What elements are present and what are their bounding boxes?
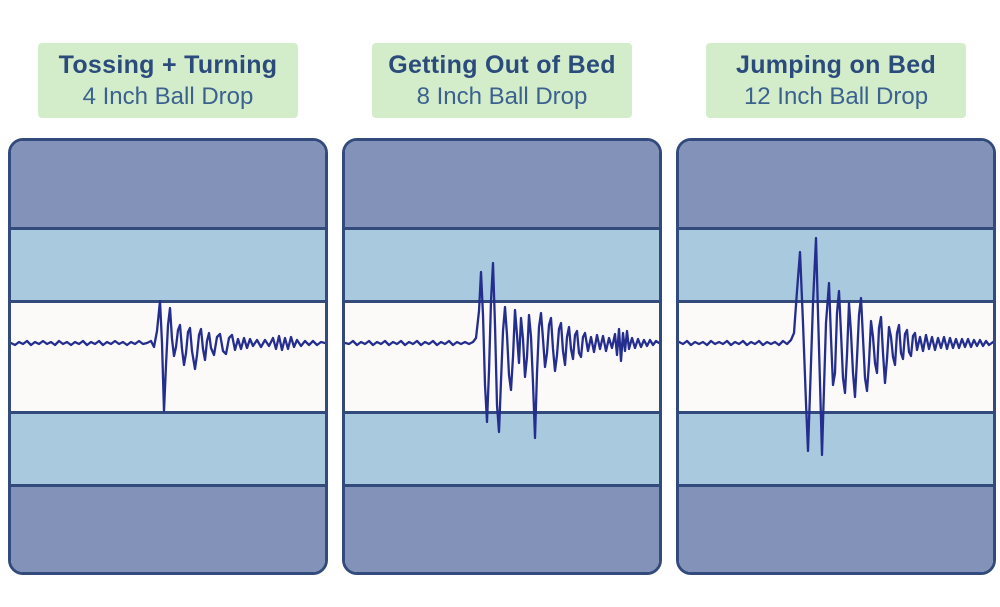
seismograph-panel — [676, 138, 996, 575]
band-divider — [345, 227, 659, 230]
band-lightblue-upper — [345, 230, 659, 300]
waveform-svg — [345, 261, 659, 440]
waveform-svg — [11, 299, 325, 413]
band-divider — [345, 411, 659, 414]
band-divider — [345, 484, 659, 487]
band-divider — [11, 484, 325, 487]
band-slate-top — [345, 141, 659, 227]
band-slate-top — [679, 141, 993, 227]
band-slate-bottom — [345, 487, 659, 572]
panel-row: Tossing + Turning 4 Inch Ball Drop Getti… — [8, 43, 996, 575]
band-divider — [679, 411, 993, 414]
seismograph-panel — [342, 138, 662, 575]
band-slate-top — [11, 141, 325, 227]
band-divider — [11, 300, 325, 303]
panel-column-tossing-turning: Tossing + Turning 4 Inch Ball Drop — [8, 43, 328, 575]
band-divider — [345, 300, 659, 303]
band-slate-bottom — [11, 487, 325, 572]
band-divider — [679, 484, 993, 487]
panel-subtitle: 8 Inch Ball Drop — [416, 83, 588, 111]
panel-title: Jumping on Bed — [735, 51, 937, 80]
band-slate-bottom — [679, 487, 993, 572]
panel-label: Jumping on Bed 12 Inch Ball Drop — [706, 43, 966, 118]
panel-subtitle: 12 Inch Ball Drop — [743, 83, 929, 111]
band-lightblue-lower — [345, 414, 659, 484]
band-divider — [679, 227, 993, 230]
band-divider — [11, 227, 325, 230]
band-lightblue-upper — [679, 230, 993, 300]
panel-column-jumping-on-bed: Jumping on Bed 12 Inch Ball Drop — [676, 43, 996, 575]
waveform-trace — [11, 299, 325, 413]
waveform-svg — [679, 236, 993, 457]
panel-title: Getting Out of Bed — [388, 51, 616, 80]
waveform-trace — [345, 261, 659, 440]
band-divider — [679, 300, 993, 303]
band-lightblue-lower — [679, 414, 993, 484]
panel-title: Tossing + Turning — [58, 51, 278, 80]
band-lightblue-upper — [11, 230, 325, 300]
panel-column-getting-out-of-bed: Getting Out of Bed 8 Inch Ball Drop — [342, 43, 662, 575]
waveform-trace — [679, 236, 993, 457]
panel-label: Tossing + Turning 4 Inch Ball Drop — [38, 43, 298, 118]
band-divider — [11, 411, 325, 414]
panel-subtitle: 4 Inch Ball Drop — [82, 83, 254, 111]
band-lightblue-lower — [11, 414, 325, 484]
seismograph-panel — [8, 138, 328, 575]
panel-label: Getting Out of Bed 8 Inch Ball Drop — [372, 43, 632, 118]
